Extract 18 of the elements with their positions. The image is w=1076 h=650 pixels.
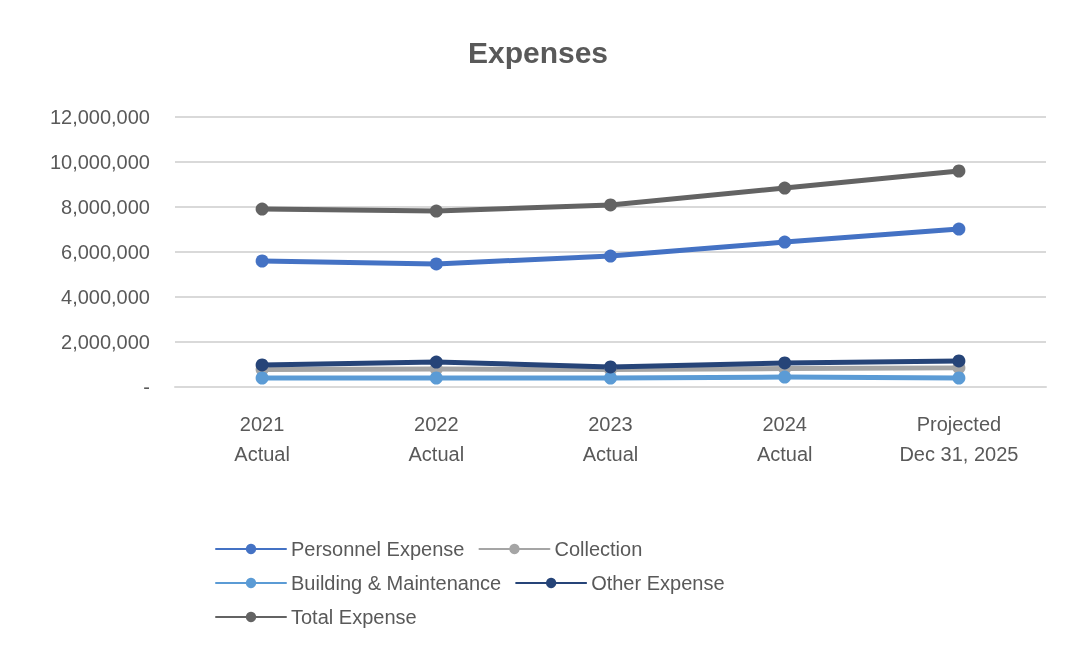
y-tick-label: 10,000,000 xyxy=(49,151,150,173)
x-tick-label: 2024 Actual xyxy=(756,413,813,465)
legend-label: Total Expense xyxy=(291,606,417,628)
legend-label: Personnel Expense xyxy=(291,538,465,560)
y-tick-label: 8,000,000 xyxy=(61,196,150,218)
x-tick-label: Projected Dec 31, 2025 xyxy=(899,413,1019,465)
y-tick-label: 2,000,000 xyxy=(61,331,150,353)
chart-title: Expenses xyxy=(467,35,609,69)
y-tick-label: 12,000,000 xyxy=(49,106,150,128)
y-tick-label: 4,000,000 xyxy=(61,286,150,308)
legend-label: Building & Maintenance xyxy=(291,572,502,594)
y-tick-label: - xyxy=(143,376,150,398)
legend-label: Collection xyxy=(554,538,643,560)
x-tick-label: 2021 Actual xyxy=(234,413,290,465)
x-tick-label: 2023 Actual xyxy=(582,413,639,465)
legend-label: Other Expense xyxy=(591,572,725,594)
x-tick-label: 2022 Actual xyxy=(408,413,465,465)
y-tick-label: 6,000,000 xyxy=(61,241,150,263)
